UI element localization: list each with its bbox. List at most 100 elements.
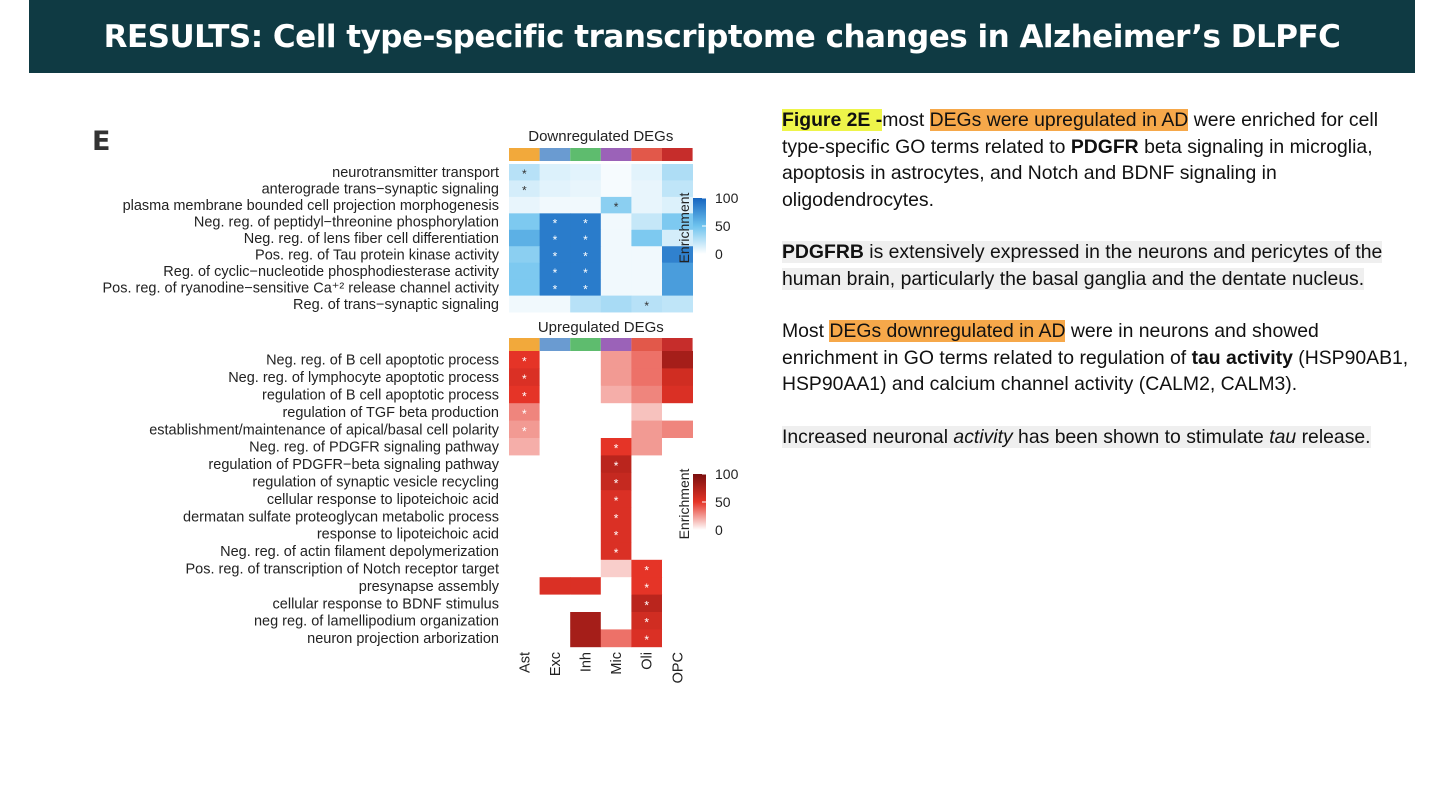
up-heatmap-cell (631, 577, 663, 595)
down-heatmap-cell (539, 246, 571, 264)
up-heatmap-cell (570, 490, 602, 508)
up-heatmap-cell (631, 594, 663, 613)
up-heatmap-cell (570, 507, 602, 526)
up-heatmap-cell (662, 507, 693, 526)
up-significance-star: * (644, 633, 649, 647)
cell-type-label-inh: Inh (579, 652, 595, 672)
down-heatmap-cell (570, 164, 602, 181)
description-text: Figure 2E -most DEGs were upregulated in… (782, 107, 1412, 476)
up-heatmap-cell (600, 594, 632, 613)
up-significance-star: * (522, 390, 527, 404)
down-celltype-color-oli (631, 148, 662, 161)
down-term-label: neurotransmitter transport (332, 165, 499, 181)
up-heatmap-cell (509, 368, 540, 387)
up-heatmap-cell (600, 403, 632, 421)
up-celltype-color-opc (662, 338, 693, 351)
up-heatmap-cell (570, 403, 602, 421)
bold-pdgfrb: PDGFRB (782, 241, 864, 263)
down-heatmap-cell (600, 279, 632, 296)
up-significance-star: * (614, 546, 619, 560)
up-heatmap-cell (509, 507, 540, 526)
up-heatmap-cell (570, 368, 602, 387)
up-significance-star: * (614, 511, 619, 525)
down-heatmap-cell (600, 262, 632, 280)
up-heatmap-cell (509, 577, 540, 595)
up-heatmap-cell (662, 420, 693, 439)
paragraph-figure-2e: Figure 2E -most DEGs were upregulated in… (782, 107, 1412, 213)
up-heatmap-cell (509, 629, 540, 648)
up-term-label: establishment/maintenance of apical/basa… (149, 422, 500, 438)
up-heatmap-cell (662, 525, 693, 543)
up-heatmap-cell (539, 351, 571, 369)
down-term-label: Neg. reg. of lens fiber cell differentia… (244, 231, 499, 247)
paragraph-tau-release: Increased neuronal activity has been sho… (782, 424, 1412, 451)
down-significance-star: * (644, 299, 649, 313)
up-heatmap-cell (631, 542, 663, 561)
down-heatmap-cell (509, 213, 540, 231)
down-heatmap-cell (662, 164, 693, 181)
down-significance-star: * (553, 233, 558, 247)
up-heatmap-cell (539, 403, 571, 421)
up-celltype-color-ast (509, 338, 540, 351)
up-term-label: cellular response to BDNF stimulus (273, 596, 499, 612)
down-celltype-color-opc (662, 148, 693, 161)
down-heatmap-cell (631, 180, 663, 198)
down-heatmap-cell (570, 196, 602, 214)
up-term-label: neuron projection arborization (307, 631, 499, 647)
down-significance-star: * (614, 200, 619, 214)
up-colorbar-tick-label: 100 (715, 466, 739, 482)
up-heatmap-cell (539, 612, 571, 630)
down-heatmap-cell (539, 213, 571, 231)
up-significance-star: * (522, 355, 527, 369)
upregulated-heatmap: Upregulated DEGs Neg. reg. of B cell apop… (149, 319, 693, 648)
up-heatmap-cell (631, 490, 663, 508)
up-heatmap-cell (539, 420, 571, 439)
up-heatmap-cell (662, 629, 693, 648)
down-heatmap-cell (600, 196, 632, 214)
up-heatmap-cell (600, 577, 632, 595)
down-significance-star: * (583, 282, 588, 296)
down-celltype-color-exc (539, 148, 571, 161)
up-heatmap-cell (570, 525, 602, 543)
up-heatmap-cell (570, 351, 602, 369)
up-heatmap-cell (631, 629, 663, 648)
up-heatmap-cell (509, 594, 540, 613)
up-term-label: presynapse assembly (359, 579, 500, 595)
up-heatmap-cell (570, 420, 602, 439)
up-heatmap-cell (662, 490, 693, 508)
up-heatmap-cell (570, 612, 602, 630)
up-significance-star: * (644, 616, 649, 630)
italic-tau: tau (1269, 425, 1297, 448)
down-heatmap-cell (570, 262, 602, 280)
up-heatmap-cell (539, 455, 571, 474)
up-significance-star: * (614, 442, 619, 456)
down-heatmap-cell (509, 246, 540, 264)
up-heatmap-cell (509, 542, 540, 561)
text-span: has been shown to stimulate (1012, 425, 1270, 448)
up-heatmap-cell (662, 455, 693, 474)
down-term-label: plasma membrane bounded cell projection … (123, 198, 499, 214)
up-heatmap-cell (662, 438, 693, 456)
cell-type-label-oli: Oli (640, 652, 656, 670)
text-span: were enriched for cell type-specific GO … (782, 109, 1378, 158)
text-span: (HSP90AB1, HSP90AA1) and calcium channel… (782, 346, 1409, 396)
down-heatmap-title: Downregulated DEGs (528, 128, 673, 145)
bold-pdgfr: PDGFR (1070, 135, 1139, 158)
down-heatmap-cell (600, 213, 632, 231)
up-significance-star: * (522, 372, 527, 386)
up-heatmap-cell (600, 542, 632, 561)
down-heatmap-cell (509, 229, 540, 247)
cell-type-label-exc: Exc (548, 652, 564, 676)
down-colorbar-tick-label: 100 (715, 190, 739, 206)
up-heatmap-cell (509, 472, 540, 491)
down-heatmap-cell (570, 180, 602, 198)
down-heatmap-cell (570, 213, 602, 231)
paragraph-pdgfrb: PDGFRB is extensively expressed in the n… (782, 239, 1412, 292)
up-heatmap-cell (662, 368, 693, 387)
down-heatmap-cell (509, 196, 540, 214)
down-heatmap-cell (509, 164, 540, 181)
up-heatmap-cell (570, 629, 602, 648)
up-heatmap-cell (631, 420, 663, 439)
down-heatmap-cell (600, 229, 632, 247)
bold-tau-activity: tau activity (1191, 346, 1293, 369)
